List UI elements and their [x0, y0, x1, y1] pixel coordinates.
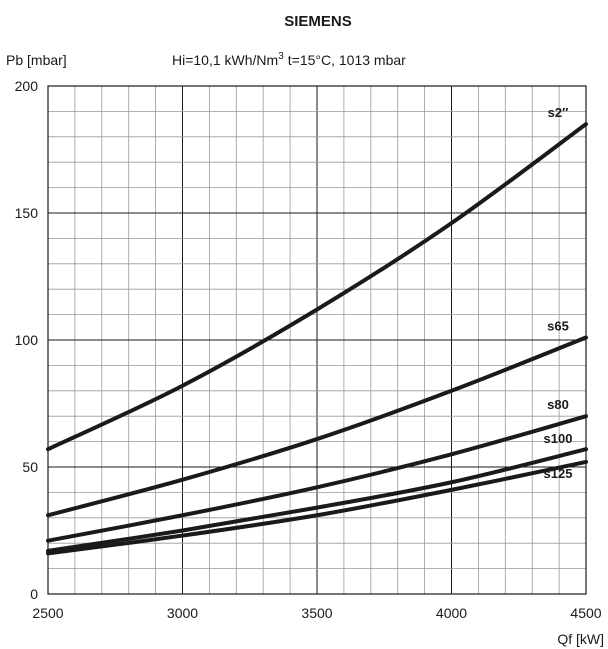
- series-label: s65: [547, 318, 569, 333]
- y-tick-label: 100: [15, 332, 39, 348]
- x-tick-label: 3000: [167, 605, 198, 621]
- y-tick-label: 0: [30, 586, 38, 602]
- y-tick-label: 150: [15, 205, 39, 221]
- series-curve: [46, 414, 588, 543]
- series-curve: [46, 459, 588, 556]
- subtitle-superscript: 3: [278, 51, 284, 62]
- x-tick-label: 2500: [32, 605, 63, 621]
- series-label: s100: [544, 431, 573, 446]
- series-label: s2″: [548, 105, 569, 120]
- chart-title: SIEMENS: [284, 13, 352, 30]
- y-tick-label: 200: [15, 78, 39, 94]
- y-tick-label: 50: [22, 459, 38, 475]
- x-tick-label: 3500: [301, 605, 332, 621]
- plot-frame: [47, 85, 587, 595]
- subtitle-hi: Hi=10,1 kWh/Nm: [172, 52, 278, 68]
- series-label: s80: [547, 397, 569, 412]
- y-axis-label: Pb [mbar]: [6, 52, 67, 68]
- tick-labels: 2500 3000 3500 4000 4500 0 50 100 150 200: [15, 78, 602, 621]
- series-curve: [46, 122, 588, 452]
- x-axis-label: Qf [kW]: [557, 631, 604, 647]
- series-labels: s2″ s65 s80 s100 s125: [544, 105, 573, 481]
- series-curve: [46, 335, 588, 518]
- series-curve: [46, 447, 588, 553]
- subtitle-conditions: t=15°C, 1013 mbar: [288, 52, 406, 68]
- chart-curves: [46, 122, 588, 556]
- x-tick-label: 4000: [436, 605, 467, 621]
- chart-grid: [48, 86, 586, 594]
- series-label: s125: [544, 466, 573, 481]
- chart-subtitle: Hi=10,1 kWh/Nm3 t=15°C, 1013 mbar: [172, 51, 406, 68]
- x-tick-label: 4500: [570, 605, 601, 621]
